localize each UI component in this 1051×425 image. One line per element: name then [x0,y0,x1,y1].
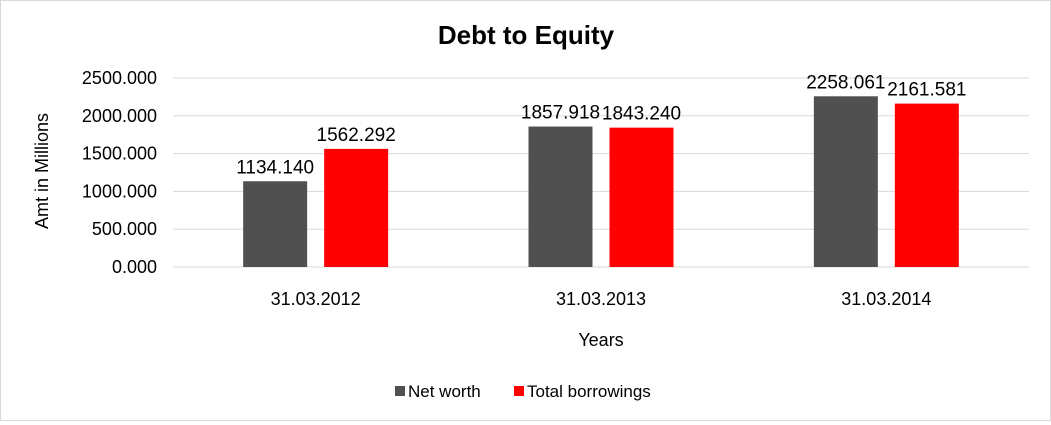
x-category-label: 31.03.2013 [556,289,646,309]
data-label: 1562.292 [317,125,396,146]
y-tick-label: 2500.000 [82,68,157,88]
bars [243,96,959,267]
data-label: 2258.061 [806,72,885,93]
x-axis-categories: 31.03.2012 31.03.2013 31.03.2014 [271,289,932,309]
legend-swatch-total-borrowings [514,386,524,396]
data-label: 1134.140 [236,157,314,178]
legend-swatch-net-worth [395,386,405,396]
y-tick-label: 1500.000 [82,144,157,164]
legend-label-net-worth: Net worth [408,382,481,401]
bar [324,148,389,267]
legend-item-net-worth: Net worth [395,382,481,401]
data-label: 1857.918 [521,103,600,124]
y-axis-ticks: 0.000 500.000 1000.000 1500.000 2000.000 2500… [82,68,157,277]
bar [243,181,308,267]
x-category-label: 31.03.2014 [841,289,931,309]
x-category-label: 31.03.2012 [271,289,361,309]
gridlines [173,77,1029,268]
legend: Net worth Total borrowings [395,382,651,401]
chart-title: Debt to Equity [438,20,615,50]
legend-label-total-borrowings: Total borrowings [527,382,651,401]
data-label: 2161.581 [887,80,966,101]
y-tick-label: 500.000 [92,219,157,239]
y-tick-label: 2000.000 [82,106,157,126]
bar [528,126,593,267]
bar [813,96,878,267]
bar [894,103,959,267]
bar [609,127,674,267]
legend-item-total-borrowings: Total borrowings [514,382,651,401]
data-label: 1843.240 [602,104,681,125]
x-axis-title: Years [578,330,623,350]
y-tick-label: 1000.000 [82,181,157,201]
y-tick-label: 0.000 [112,257,157,277]
y-axis-title: Amt in Millions [32,113,52,229]
